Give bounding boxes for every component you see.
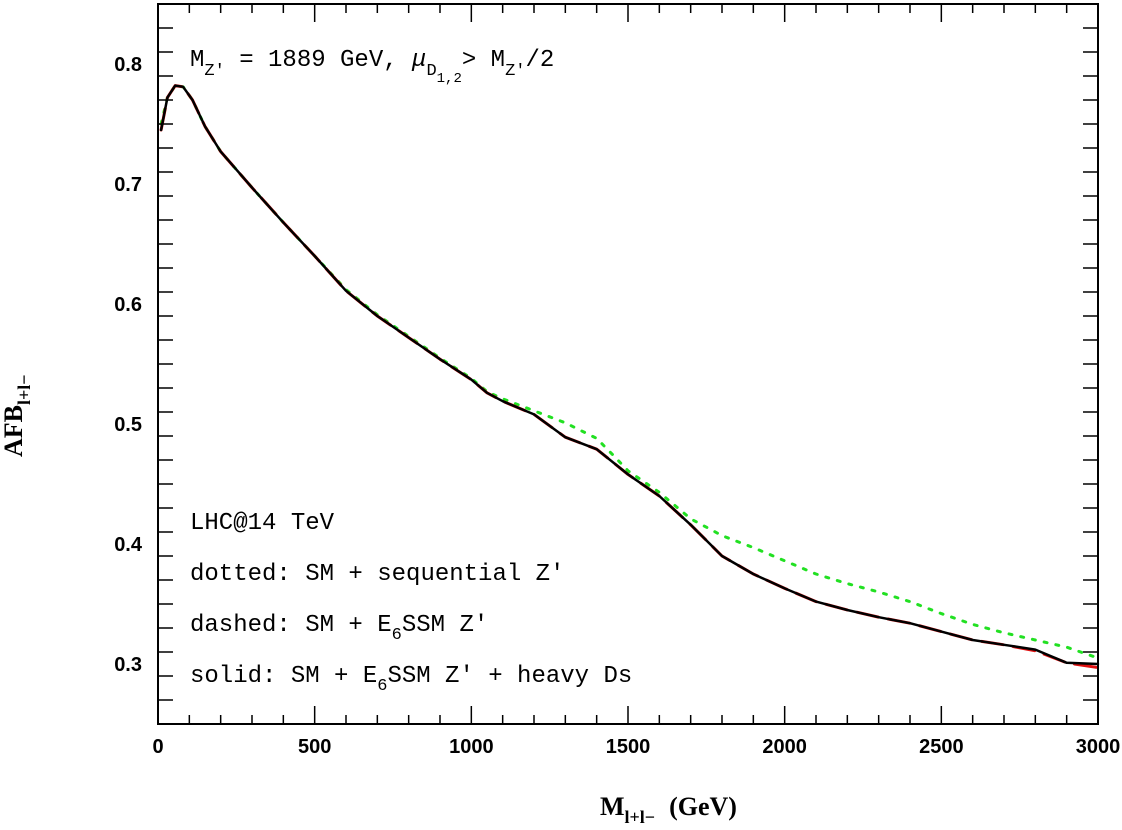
y-tick-label: 0.8 <box>114 54 142 76</box>
x-tick-label: 0 <box>152 736 163 758</box>
x-tick-label: 1500 <box>606 736 651 758</box>
ticks-layer: 0 500 1000 1500 2000 2500 3000 0.3 0.4 0.5 0.6 0.7 0… <box>114 3 1121 758</box>
dotted-annotation: dotted: SM + sequential Z′ <box>190 561 564 588</box>
lhc-annotation: LHC@14 TeV <box>190 510 335 537</box>
dashed-annotation: dashed: SM + E6SSM Z′ <box>190 612 488 645</box>
y-tick-label: 0.4 <box>114 534 143 556</box>
x-tick-label: 2000 <box>762 736 807 758</box>
x-tick-label: 2500 <box>919 736 964 758</box>
y-axis-label: AFBl+l− <box>0 374 34 457</box>
series-layer <box>159 84 1100 670</box>
series-dotted-line <box>159 84 1100 660</box>
solid-annotation: solid: SM + E6SSM Z′ + heavy Ds <box>190 663 632 696</box>
y-tick-label: 0.3 <box>114 654 142 676</box>
header-annotation: MZ′ = 1889 GeV, μD1,2> MZ′/2 <box>190 47 554 87</box>
y-tick-label: 0.5 <box>114 414 142 436</box>
x-tick-label: 3000 <box>1076 736 1121 758</box>
x-axis-label: Ml+l− (GeV) <box>600 792 737 827</box>
x-tick-label: 1000 <box>449 736 494 758</box>
y-tick-label: 0.6 <box>114 294 142 316</box>
plot-frame <box>157 3 1099 725</box>
x-tick-label: 500 <box>298 736 331 758</box>
y-tick-label: 0.7 <box>114 174 142 196</box>
series-solid-line <box>159 84 1100 666</box>
